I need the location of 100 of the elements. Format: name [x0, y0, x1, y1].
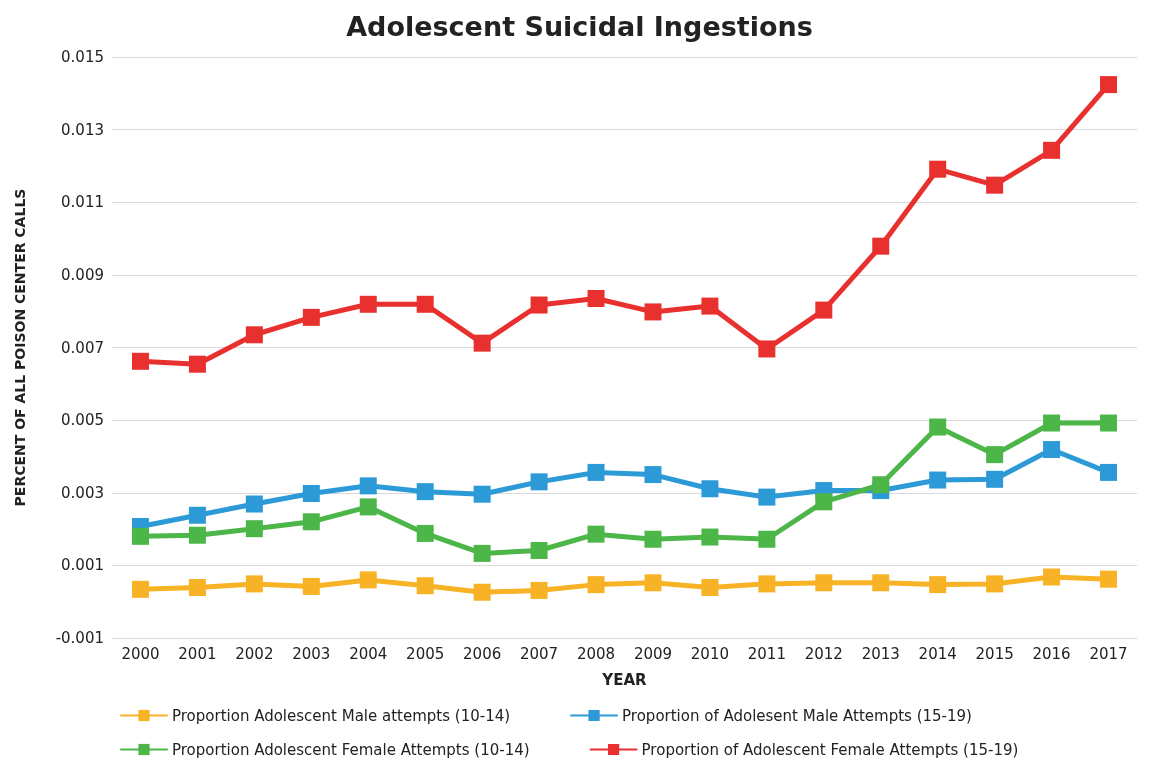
point [587, 576, 605, 594]
point [644, 303, 662, 321]
point [416, 483, 434, 501]
point [986, 446, 1004, 464]
point [302, 308, 320, 326]
point [815, 493, 833, 511]
point [701, 579, 719, 597]
point [929, 576, 947, 594]
point [530, 296, 548, 314]
x-tick-label: 2002 [235, 644, 274, 663]
point [131, 527, 149, 545]
point [758, 488, 776, 506]
point [701, 528, 719, 546]
point [359, 571, 377, 589]
point [359, 498, 377, 516]
point [359, 477, 377, 495]
point [188, 506, 206, 524]
y-tick-label: 0.007 [61, 338, 104, 357]
point [416, 295, 434, 313]
point [872, 237, 890, 255]
x-tick-label: 2014 [918, 644, 957, 663]
point [758, 530, 776, 548]
point [530, 581, 548, 599]
y-tick-label: 0.003 [61, 483, 104, 502]
point [815, 301, 833, 319]
x-tick-label: 2007 [519, 644, 559, 663]
point [188, 526, 206, 544]
x-tick-label: 2017 [1089, 644, 1128, 663]
legend-label: Proportion Adolescent Female Attempts (10-14) [172, 740, 530, 759]
point [131, 580, 149, 598]
y-tick-label: 0.005 [61, 411, 104, 430]
point [587, 289, 605, 307]
point [986, 176, 1004, 194]
x-axis-title: YEAR [601, 670, 648, 689]
point [302, 513, 320, 531]
y-tick-label: 0.011 [61, 193, 104, 212]
point [701, 480, 719, 498]
point [245, 575, 263, 593]
point [359, 295, 377, 313]
point [131, 352, 149, 370]
x-tick-label: 2006 [463, 644, 502, 663]
point [701, 297, 719, 315]
point [188, 579, 206, 597]
point [1100, 570, 1118, 588]
point [1043, 568, 1061, 586]
y-tick-label: 0.009 [61, 265, 104, 284]
x-tick-label: 2009 [633, 644, 673, 663]
point [929, 418, 947, 436]
y-tick-label: -0.001 [55, 629, 104, 647]
x-tick-label: 2001 [178, 644, 217, 663]
point [530, 541, 548, 559]
point [1043, 141, 1061, 159]
chart-title: Adolescent Suicidal Ingestions [346, 11, 813, 42]
x-tick-label: 2008 [576, 644, 616, 663]
point [1100, 463, 1118, 481]
x-tick-label: 2010 [690, 644, 730, 663]
point [473, 544, 491, 562]
point [1100, 414, 1118, 432]
point [245, 326, 263, 344]
x-tick-label: 2004 [349, 644, 388, 663]
point [530, 473, 548, 491]
point [473, 583, 491, 601]
point [473, 485, 491, 503]
point [188, 355, 206, 373]
point [245, 520, 263, 538]
point [872, 574, 890, 592]
point [302, 484, 320, 502]
point [644, 530, 662, 548]
legend-label: Proportion of Adolesent Male Attempts (15-19) [622, 706, 972, 725]
point [245, 495, 263, 513]
point [872, 476, 890, 494]
point [416, 577, 434, 595]
point [587, 525, 605, 543]
legend-label: Proportion Adolescent Male attempts (10-14) [172, 706, 511, 725]
point [302, 577, 320, 595]
point [758, 575, 776, 593]
legend-label: Proportion of Adolescent Female Attempts (15-19) [641, 740, 1019, 759]
point [929, 471, 947, 489]
point [416, 524, 434, 542]
point [644, 574, 662, 592]
y-tick-label: 0.013 [61, 120, 104, 139]
point [986, 470, 1004, 488]
x-tick-label: 2016 [1032, 644, 1071, 663]
y-tick-label: 0.015 [61, 48, 104, 66]
point [929, 160, 947, 178]
y-axis-title: PERCENT OF ALL POISON CENTER CALLS [12, 188, 28, 507]
point [1043, 414, 1061, 432]
point [587, 463, 605, 481]
point [758, 340, 776, 358]
point [986, 575, 1004, 593]
x-tick-label: 2012 [804, 644, 843, 663]
x-tick-label: 2003 [292, 644, 331, 663]
x-tick-label: 2015 [975, 644, 1014, 663]
y-tick-label: 0.001 [61, 556, 104, 575]
point [1043, 441, 1061, 459]
point [1100, 76, 1118, 94]
x-tick-label: 2000 [121, 644, 160, 663]
x-tick-label: 2011 [747, 644, 786, 663]
x-tick-label: 2005 [406, 644, 445, 663]
point [644, 466, 662, 484]
